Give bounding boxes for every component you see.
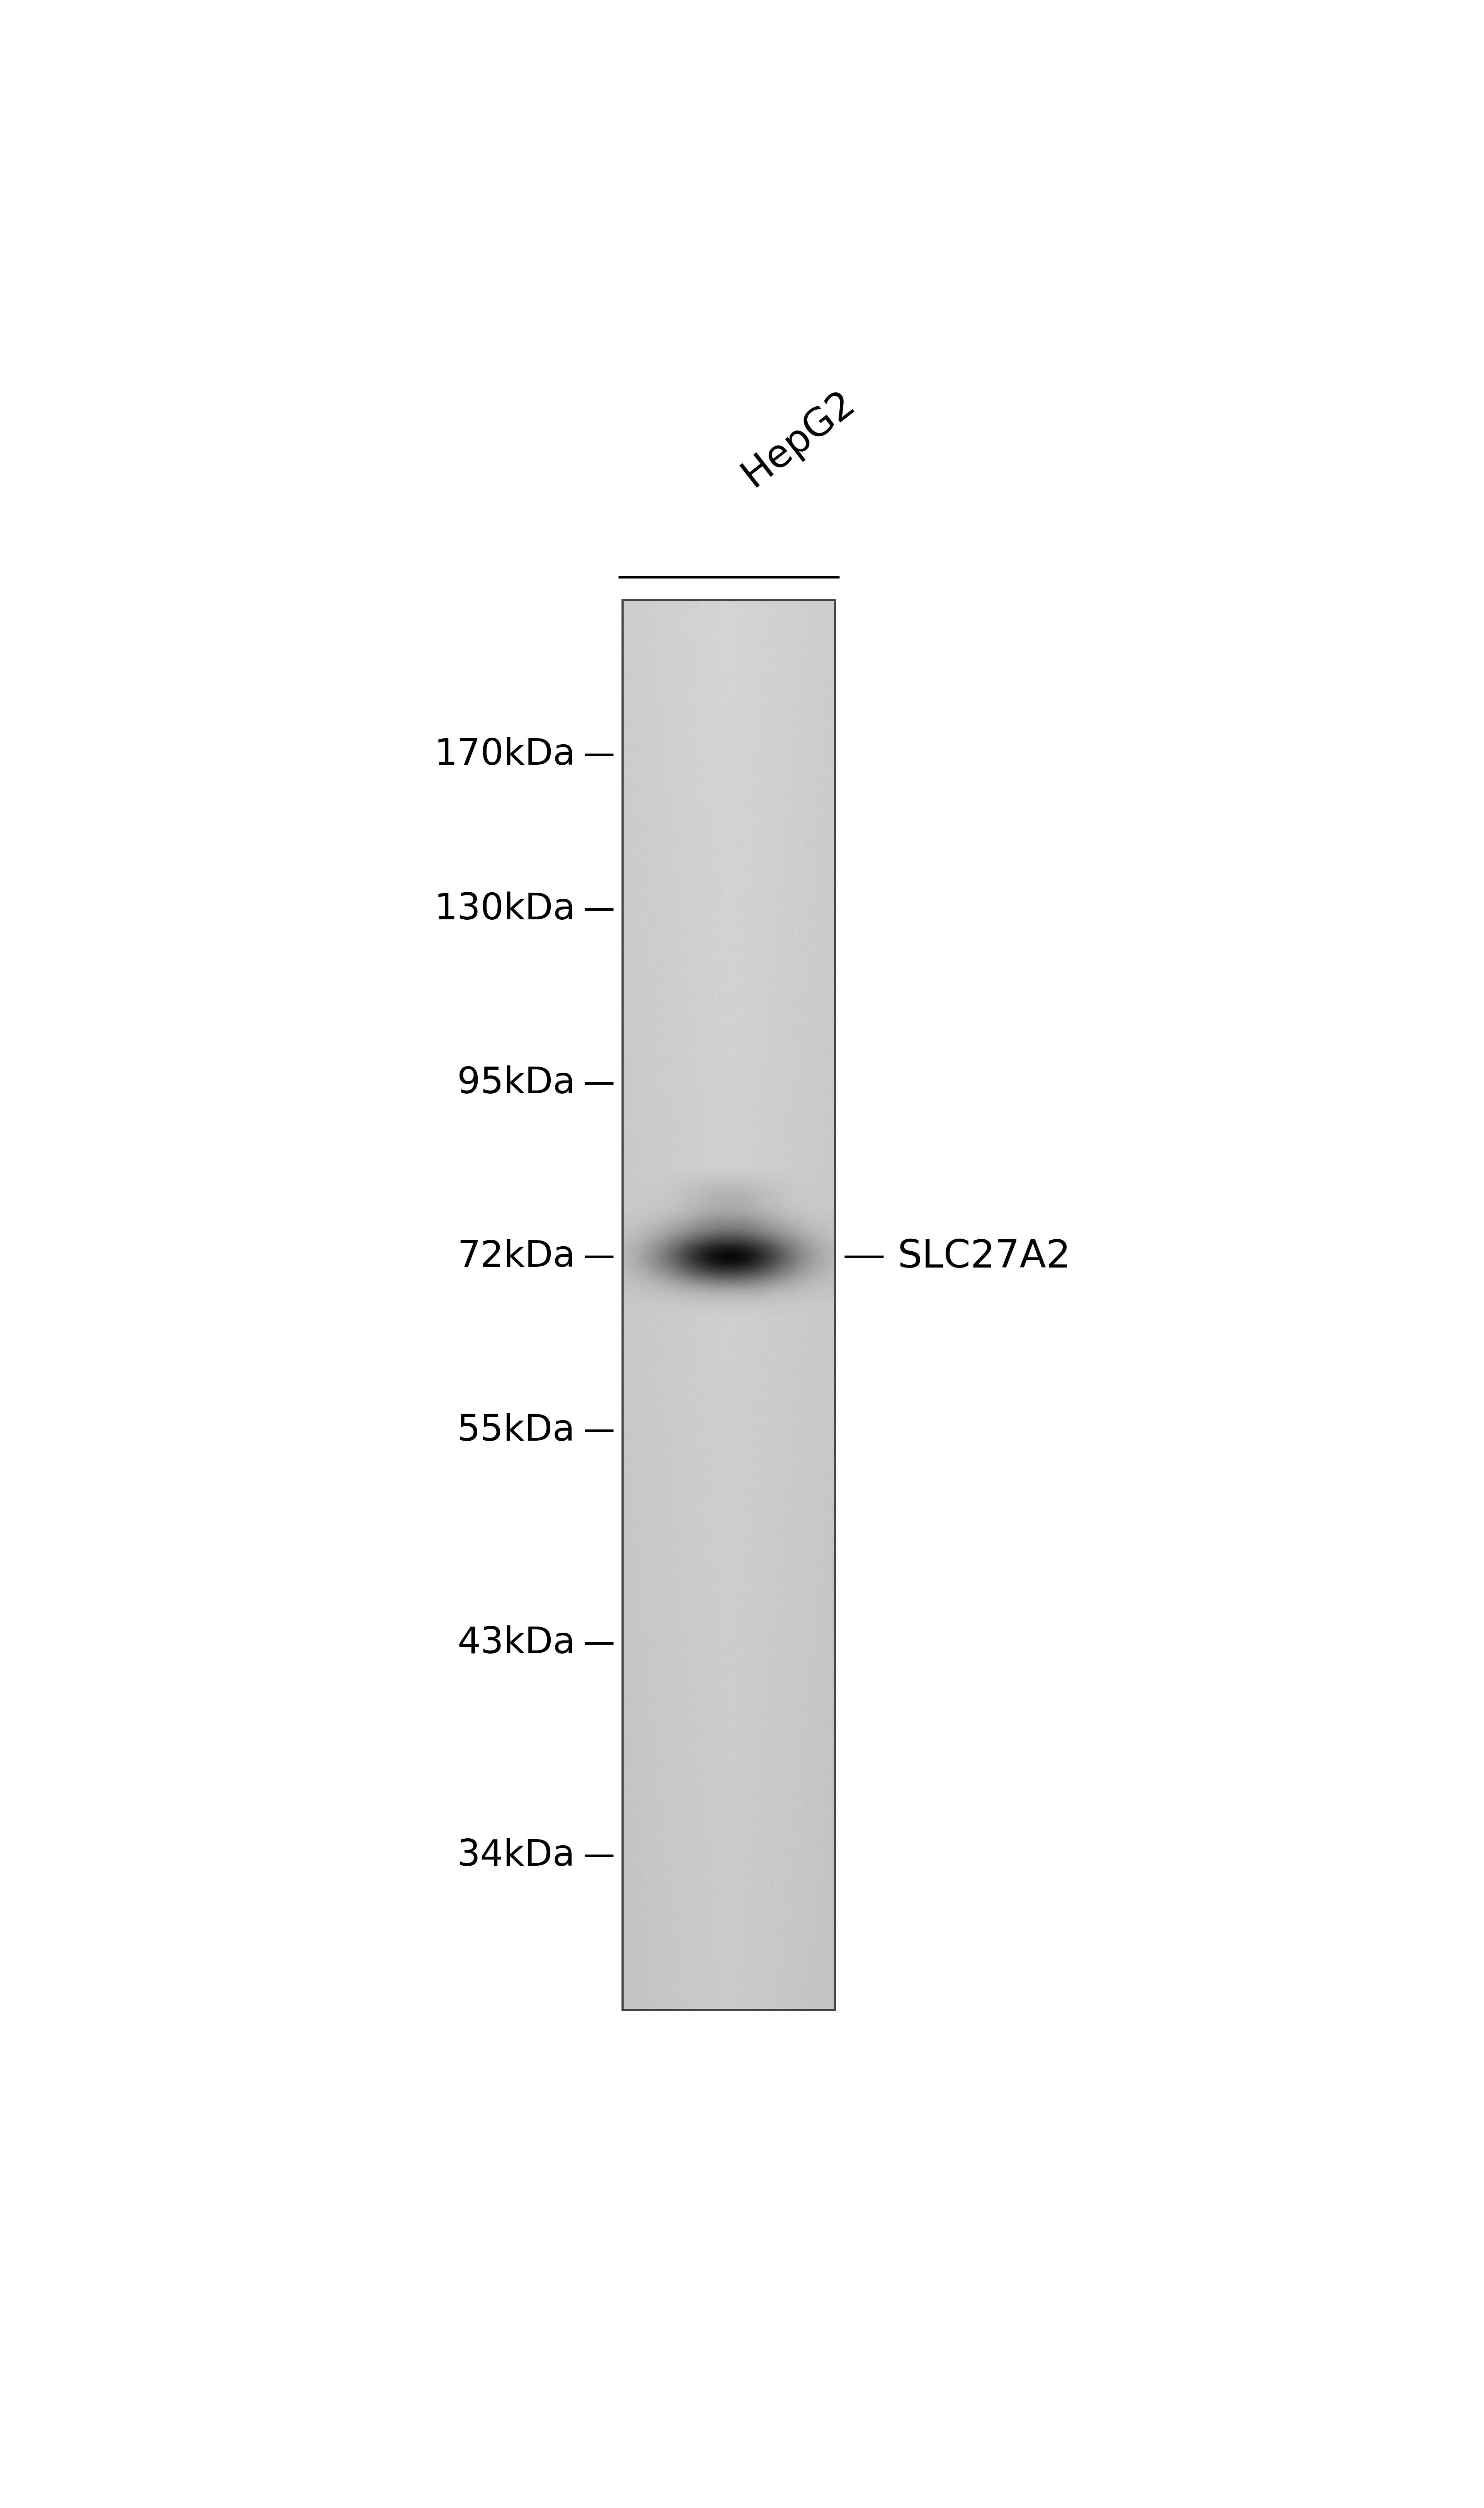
Text: 43kDa: 43kDa	[457, 1625, 576, 1660]
Text: 170kDa: 170kDa	[433, 737, 576, 772]
Text: 130kDa: 130kDa	[433, 890, 576, 928]
Text: 34kDa: 34kDa	[457, 1838, 576, 1873]
Bar	[623, 599, 835, 2009]
Text: SLC27A2: SLC27A2	[898, 1239, 1070, 1277]
Text: 55kDa: 55kDa	[457, 1412, 576, 1450]
Text: HepG2: HepG2	[735, 384, 862, 494]
Text: 95kDa: 95kDa	[457, 1066, 576, 1101]
Text: 72kDa: 72kDa	[457, 1239, 576, 1274]
